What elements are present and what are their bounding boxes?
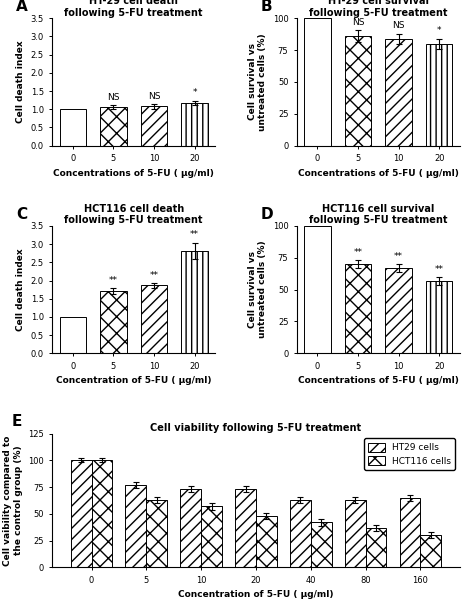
X-axis label: Concentration of 5-FU ( μg/ml): Concentration of 5-FU ( μg/ml) bbox=[178, 590, 334, 599]
Title: HCT116 cell death
following 5-FU treatment: HCT116 cell death following 5-FU treatme… bbox=[64, 204, 203, 225]
Bar bbox=[91, 461, 112, 567]
Title: Cell viability following 5-FU treatment: Cell viability following 5-FU treatment bbox=[150, 423, 362, 433]
X-axis label: Concentrations of 5-FU ( μg/ml): Concentrations of 5-FU ( μg/ml) bbox=[53, 168, 214, 178]
Bar bbox=[182, 251, 208, 353]
Bar bbox=[365, 528, 386, 567]
Bar bbox=[182, 102, 208, 146]
Bar bbox=[290, 500, 311, 567]
Text: NS: NS bbox=[392, 21, 405, 30]
Bar bbox=[235, 489, 256, 567]
Y-axis label: Cell survival vs
untreated cells (%): Cell survival vs untreated cells (%) bbox=[248, 33, 267, 131]
Bar bbox=[71, 461, 91, 567]
Legend: HT29 cells, HCT116 cells: HT29 cells, HCT116 cells bbox=[364, 438, 455, 470]
Bar bbox=[345, 500, 365, 567]
Text: **: ** bbox=[109, 276, 118, 285]
Bar bbox=[385, 38, 412, 146]
X-axis label: Concentrations of 5-FU ( μg/ml): Concentrations of 5-FU ( μg/ml) bbox=[298, 168, 459, 178]
Bar bbox=[400, 498, 420, 567]
Text: **: ** bbox=[394, 252, 403, 261]
Text: NS: NS bbox=[107, 93, 119, 102]
Y-axis label: Cell survival vs
untreated cells (%): Cell survival vs untreated cells (%) bbox=[248, 241, 267, 339]
Bar bbox=[420, 535, 441, 567]
Bar bbox=[60, 317, 86, 353]
Bar bbox=[345, 264, 371, 353]
Text: **: ** bbox=[435, 265, 444, 274]
Bar bbox=[141, 285, 167, 353]
Bar bbox=[426, 281, 452, 353]
Bar bbox=[311, 522, 332, 567]
Bar bbox=[201, 506, 222, 567]
Bar bbox=[100, 107, 127, 146]
Bar bbox=[141, 106, 167, 146]
Text: **: ** bbox=[190, 231, 199, 240]
X-axis label: Concentration of 5-FU ( μg/ml): Concentration of 5-FU ( μg/ml) bbox=[56, 376, 211, 385]
Bar bbox=[385, 268, 412, 353]
Y-axis label: Cell death index: Cell death index bbox=[16, 41, 25, 123]
X-axis label: Concentrations of 5-FU ( μg/ml): Concentrations of 5-FU ( μg/ml) bbox=[298, 376, 459, 385]
Text: C: C bbox=[16, 207, 27, 222]
Text: **: ** bbox=[354, 248, 363, 257]
Text: NS: NS bbox=[148, 92, 160, 101]
Bar bbox=[60, 109, 86, 146]
Title: HT-29 cell death
following 5-FU treatment: HT-29 cell death following 5-FU treatmen… bbox=[64, 0, 203, 18]
Bar bbox=[146, 500, 167, 567]
Y-axis label: Cell death index: Cell death index bbox=[16, 248, 25, 331]
Text: E: E bbox=[11, 414, 22, 428]
Bar bbox=[426, 44, 452, 146]
Bar bbox=[100, 291, 127, 353]
Bar bbox=[304, 18, 330, 146]
Title: HCT116 cell survival
following 5-FU treatment: HCT116 cell survival following 5-FU trea… bbox=[309, 204, 447, 225]
Text: *: * bbox=[192, 88, 197, 98]
Title: HT-29 cell survival
following 5-FU treatment: HT-29 cell survival following 5-FU treat… bbox=[309, 0, 447, 18]
Text: NS: NS bbox=[352, 18, 364, 27]
Y-axis label: Cell vaibility compared to
the control group (%): Cell vaibility compared to the control g… bbox=[3, 436, 22, 565]
Text: A: A bbox=[16, 0, 28, 14]
Text: **: ** bbox=[149, 270, 158, 279]
Bar bbox=[304, 226, 330, 353]
Text: *: * bbox=[437, 26, 441, 35]
Bar bbox=[126, 485, 146, 567]
Text: D: D bbox=[261, 207, 273, 222]
Bar bbox=[345, 36, 371, 146]
Text: B: B bbox=[261, 0, 273, 14]
Bar bbox=[180, 489, 201, 567]
Bar bbox=[256, 516, 277, 567]
